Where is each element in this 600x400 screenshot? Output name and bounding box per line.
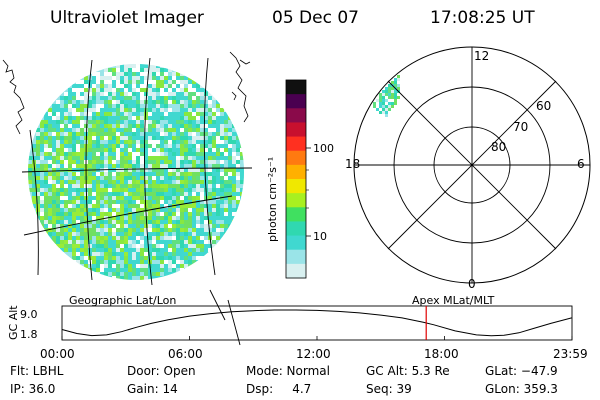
flt-info: Flt: LBHL	[10, 364, 64, 378]
colorbar-segment	[286, 122, 306, 138]
gc-alt-info: GC Alt: 5.3 Re	[366, 364, 450, 378]
colorbar-segment	[286, 136, 306, 152]
date-label: 05 Dec 07	[272, 8, 359, 28]
dsp-info: Dsp: 4.7	[246, 382, 312, 396]
gc-alt-chart: GC Alt 9.0 1.8 00:00 06:00 12:00 18:00 2…	[7, 305, 588, 361]
x-tick-label: 00:00	[40, 347, 75, 361]
lat-label-70: 70	[513, 120, 528, 134]
seq-info: Seq: 39	[366, 382, 412, 396]
colorbar-segment	[286, 193, 306, 208]
gc-alt-axis-label: GC Alt	[7, 305, 20, 340]
colorbar-segment	[286, 249, 306, 265]
right-panel-label: Apex MLat/MLT	[412, 294, 495, 307]
x-tick-label: 23:59	[553, 347, 588, 361]
mlt-label-6: 6	[577, 157, 585, 171]
colorbar-tick-100: 100	[313, 142, 334, 155]
colorbar-segment	[286, 80, 306, 95]
colorbar-segment	[286, 179, 306, 194]
colorbar-tick-10: 10	[313, 230, 327, 243]
geographic-image	[2, 51, 253, 346]
colorbar-segment	[286, 221, 306, 237]
glon-info: GLon: 359.3	[485, 382, 558, 396]
lat-label-60: 60	[536, 99, 551, 113]
colorbar-segment	[286, 108, 306, 124]
y-tick-max: 9.0	[20, 308, 38, 321]
ip-info: IP: 36.0	[10, 382, 56, 396]
left-panel-label: Geographic Lat/Lon	[69, 294, 176, 307]
x-tick-label: 06:00	[168, 347, 203, 361]
colorbar-segment	[286, 235, 306, 251]
door-info: Door: Open	[127, 364, 196, 378]
coastline	[2, 51, 251, 135]
colorbar-segment	[286, 263, 306, 279]
lat-label-80: 80	[491, 140, 506, 154]
colorbar-segment	[286, 94, 306, 109]
meridian-lines	[29, 57, 241, 346]
parallel-lines	[21, 167, 253, 236]
instrument-title: Ultraviolet Imager	[50, 8, 204, 28]
x-tick-label: 12:00	[296, 347, 331, 361]
mlt-label-0: 0	[468, 277, 476, 291]
colorbar-label: photon cm⁻²s⁻¹	[266, 157, 279, 242]
gain-info: Gain: 14	[127, 382, 178, 396]
y-tick-min: 1.8	[20, 328, 38, 341]
colorbar: 100 10 photon cm⁻²s⁻¹	[266, 79, 334, 279]
gc-alt-series-line	[61, 309, 572, 337]
mlt-label-12: 12	[474, 49, 489, 63]
glat-info: GLat: −47.9	[485, 364, 558, 378]
colorbar-segment	[286, 150, 306, 166]
x-tick-label: 18:00	[424, 347, 459, 361]
colorbar-segment	[286, 164, 306, 180]
mlt-label-18: 18	[345, 157, 360, 171]
polar-plot: 12 18 6 0 60 70 80	[345, 46, 591, 291]
mode-info: Mode: Normal	[246, 364, 330, 378]
time-label: 17:08:25 UT	[430, 8, 535, 28]
colorbar-segment	[286, 207, 306, 223]
